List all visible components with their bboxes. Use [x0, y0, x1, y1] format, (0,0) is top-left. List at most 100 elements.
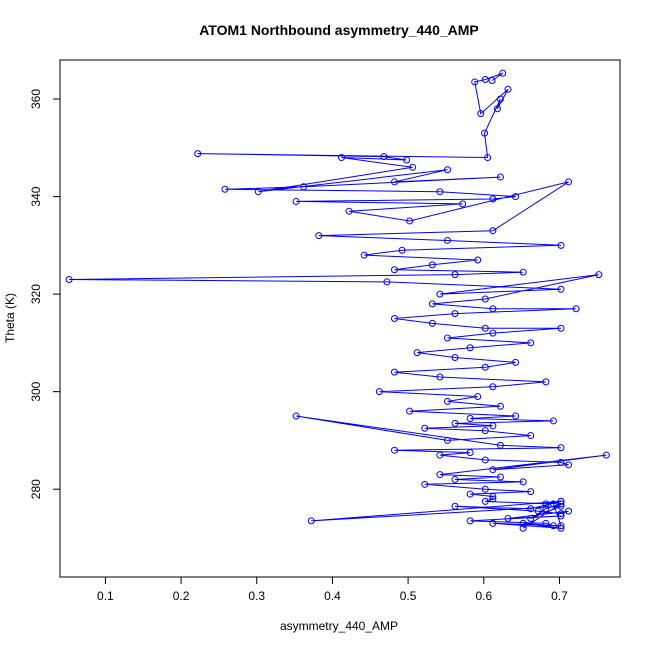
data-point	[307, 517, 315, 525]
data-point	[254, 188, 262, 196]
x-tick-label: 0.3	[248, 589, 265, 603]
data-point	[409, 163, 417, 171]
data-point	[488, 76, 496, 84]
data-point	[557, 502, 565, 510]
data-point	[471, 78, 479, 86]
data-point	[459, 200, 467, 208]
data-point	[428, 261, 436, 269]
data-point	[496, 173, 504, 181]
data-point	[557, 458, 565, 466]
data-point	[436, 290, 444, 298]
plot-frame	[59, 59, 621, 578]
data-point	[428, 319, 436, 327]
data-point	[534, 507, 542, 515]
data-point	[542, 378, 550, 386]
y-tick-label: 320	[29, 284, 43, 304]
data-point	[65, 275, 73, 283]
data-point	[512, 193, 520, 201]
data-point	[390, 315, 398, 322]
data-point	[489, 495, 497, 503]
data-point	[481, 129, 489, 137]
data-point	[421, 424, 429, 432]
x-tick-label: 0.2	[173, 589, 190, 603]
data-point	[451, 354, 459, 362]
data-point	[557, 512, 565, 520]
y-tick-label: 360	[29, 89, 43, 109]
y-tick-label: 340	[29, 186, 43, 206]
data-point	[481, 485, 489, 493]
data-point	[221, 185, 229, 193]
data-point	[451, 475, 459, 483]
data-point	[477, 110, 485, 118]
data-point	[519, 519, 527, 527]
data-point	[565, 178, 573, 186]
y-tick-label: 300	[29, 381, 43, 401]
data-point	[474, 256, 482, 264]
data-point	[194, 150, 202, 158]
x-axis: 0.1 0.2 0.3 0.4 0.5 0.6 0.7	[97, 576, 568, 603]
data-point	[484, 154, 492, 162]
data-point	[466, 490, 474, 498]
data-point	[466, 517, 474, 525]
data-point	[602, 451, 610, 459]
data-point	[443, 436, 451, 444]
data-point	[496, 441, 504, 449]
data-point	[443, 236, 451, 244]
data-point	[292, 412, 300, 420]
data-point	[496, 95, 504, 103]
data-point	[527, 339, 535, 347]
data-point	[565, 507, 573, 515]
data-point	[474, 393, 482, 401]
data-point	[292, 197, 300, 205]
data-point	[499, 69, 507, 77]
data-point	[512, 358, 520, 366]
data-point	[481, 76, 489, 84]
data-point	[504, 85, 512, 93]
chart-title: ATOM1 Northbound asymmetry_440_AMP	[199, 22, 479, 38]
data-point	[481, 456, 489, 464]
plot-area	[65, 69, 610, 532]
data-point	[489, 519, 497, 527]
data-point	[406, 407, 414, 415]
data-point	[481, 427, 489, 435]
data-point	[504, 514, 512, 522]
data-point	[557, 510, 565, 518]
data-point	[557, 500, 565, 508]
data-point	[493, 105, 501, 113]
data-point	[565, 461, 573, 469]
data-point	[428, 300, 436, 308]
data-point	[519, 524, 527, 532]
data-point	[345, 207, 353, 215]
data-point	[489, 195, 497, 203]
data-point	[572, 305, 580, 313]
data-point	[542, 505, 550, 513]
data-point	[466, 344, 474, 352]
data-point	[496, 402, 504, 410]
data-point	[557, 324, 565, 332]
data-point	[527, 488, 535, 496]
data-point	[390, 266, 398, 274]
data-point	[451, 502, 459, 510]
data-point	[481, 295, 489, 303]
data-point	[489, 466, 497, 474]
data-point	[542, 500, 550, 508]
data-point	[466, 414, 474, 422]
data-point	[436, 451, 444, 459]
data-point	[481, 363, 489, 371]
data-point	[489, 422, 497, 430]
data-point	[489, 493, 497, 501]
data-point	[519, 268, 527, 276]
data-point	[375, 388, 383, 396]
data-point	[557, 241, 565, 249]
x-tick-label: 0.4	[324, 589, 341, 603]
data-point	[557, 524, 565, 532]
data-point	[549, 500, 557, 508]
data-point	[519, 478, 527, 486]
data-point	[360, 251, 368, 259]
data-point	[489, 329, 497, 337]
data-point	[390, 178, 398, 186]
data-point	[489, 305, 497, 313]
data-point	[390, 368, 398, 376]
y-tick-label: 280	[29, 479, 43, 499]
data-point	[383, 278, 391, 286]
